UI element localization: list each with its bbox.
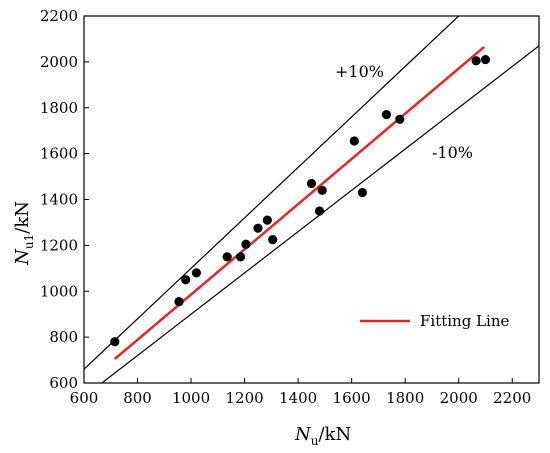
x-tick-label: 800 [123,389,152,407]
data-point [268,235,278,245]
data-point [253,223,263,233]
upper-bound-label: +10% [335,62,384,81]
x-tick-label: 1200 [225,389,263,407]
y-tick-label: 1600 [40,145,78,163]
x-tick-label: 1600 [333,389,371,407]
data-point [317,185,327,195]
data-point [349,136,359,146]
data-point [181,275,191,285]
data-point [222,252,232,262]
y-tick-label: 2200 [40,7,78,25]
y-axis-title: Nu1/kN [12,201,36,266]
x-tick-label: 2200 [493,389,531,407]
data-point [471,56,481,66]
x-tick-label: 1400 [279,389,317,407]
data-point [357,188,367,198]
legend-fitting-line-label: Fitting Line [420,312,510,330]
lower-bound-line [100,45,539,383]
y-tick-label: 1800 [40,99,78,117]
data-point [262,215,272,225]
y-tick-label: 600 [49,374,78,392]
x-tick-label: 1000 [172,389,210,407]
upper-bound-line [84,16,460,370]
lower-bound-label: -10% [432,143,473,162]
legend: Fitting Line [360,312,510,330]
y-tick-label: 1000 [40,282,78,300]
y-tick-label: 1200 [40,236,78,254]
fitting-line [113,46,485,360]
data-point [395,114,405,124]
x-tick-label: 2000 [440,389,478,407]
data-point [306,178,317,189]
data-point [241,239,251,249]
x-tick-label: 1800 [386,389,424,407]
data-point [174,296,184,307]
y-tick-label: 2000 [40,53,78,71]
data-point [235,252,246,262]
y-tick-label: 1400 [40,191,78,209]
data-point [110,337,120,347]
data-point [381,110,392,120]
data-point [314,206,325,216]
data-point [191,268,202,278]
x-tick-label: 600 [70,389,99,407]
x-axis-title: Nu/kN [294,424,351,448]
y-tick-label: 800 [49,328,78,346]
data-point [480,54,491,65]
